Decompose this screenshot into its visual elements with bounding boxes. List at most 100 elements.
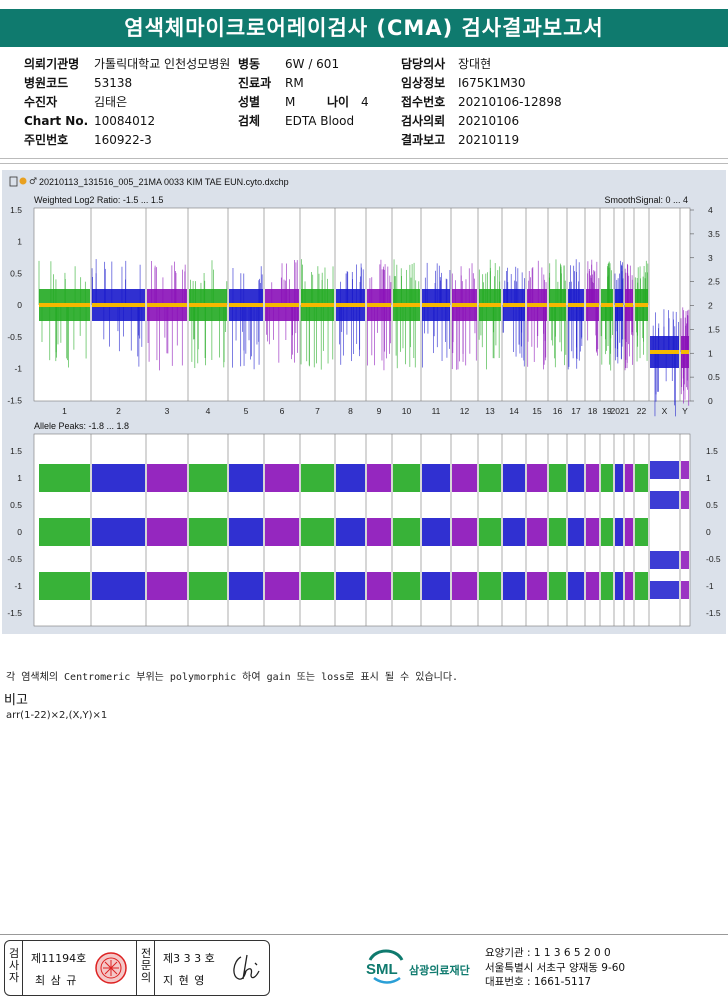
chr-label-18: 18 (588, 406, 598, 416)
allele-band-chr-1 (39, 464, 90, 492)
y-tick-right-bottom: -1.5 (706, 608, 721, 618)
allele-band-chr-Y (681, 581, 689, 599)
allele-band-chr-21 (625, 464, 633, 492)
centromere-note: 각 염색체의 Centromeric 부위는 polymorphic 하여 ga… (6, 672, 459, 683)
y-tick-left-top: -1 (14, 364, 22, 374)
allele-band-chr-10 (393, 572, 420, 600)
specialist-vertical-label: 전문의 (140, 947, 152, 984)
y-tick-right-top: 4 (708, 205, 713, 215)
chr-label-9: 9 (377, 406, 382, 416)
allele-band-chr-Y (681, 491, 689, 509)
specialist-name: 지 현 영 (163, 974, 206, 987)
allele-band-chr-6 (265, 464, 299, 492)
header-divider-2 (0, 163, 728, 164)
y-tick-right-top: 0 (708, 396, 713, 406)
plot-filename: 20210113_131516_005_21MA 0033 KIM TAE EU… (39, 177, 289, 187)
y-tick-left-bottom: -1 (14, 581, 22, 591)
allele-band-chr-20 (615, 464, 623, 492)
info-right: 담당의사 장대현 임상정보 I675K1M30 접수번호 20210106-12898… (401, 57, 562, 147)
chr-label-14: 14 (509, 406, 519, 416)
chr-label-11: 11 (432, 406, 441, 416)
info-mid: 병동 6W / 601 진료과 RM 성별 M 나이 4 검체 EDTA Blood (238, 57, 369, 128)
y-tick-left-top: -1.5 (7, 395, 22, 405)
y-tick-left-top: -0.5 (7, 332, 22, 342)
male-symbol-icon: ♂ (29, 177, 37, 187)
allele-band-chr-22 (635, 518, 648, 546)
allele-band-chr-8 (336, 518, 365, 546)
top-panel-title: Weighted Log2 Ratio: -1.5 ... 1.5 (34, 195, 163, 205)
allele-band-chr-3 (147, 572, 187, 600)
y-tick-right-top: 1 (708, 348, 713, 358)
y-tick-right-bottom: 0 (706, 527, 711, 537)
allele-band-chr-12 (452, 464, 477, 492)
chr-label-3: 3 (165, 406, 170, 416)
chr-label-10: 10 (402, 406, 412, 416)
allele-band-chr-Y (681, 461, 689, 479)
header-divider (0, 158, 728, 159)
chr-label-17: 17 (571, 406, 581, 416)
y-tick-right-bottom: -1 (706, 581, 714, 591)
chr-label-16: 16 (553, 406, 563, 416)
chr-label-Y: Y (682, 406, 688, 416)
marker-icon (19, 177, 27, 185)
plot-axes: 1.510.50-0.5-1-1.543.532.521.510.501.510… (7, 205, 721, 626)
allele-band-chr-10 (393, 464, 420, 492)
y-tick-right-top: 1.5 (708, 324, 720, 334)
allele-band-chr-17 (568, 518, 584, 546)
allele-band-chr-3 (147, 518, 187, 546)
y-tick-right-top: 3 (708, 253, 713, 263)
inspector-vertical-label: 검사자 (8, 947, 20, 984)
allele-band-chr-X (650, 461, 679, 479)
allele-band-chr-Y (681, 551, 689, 569)
y-tick-right-top: 0.5 (708, 372, 720, 382)
y-tick-right-top: 3.5 (708, 229, 720, 239)
allele-band-chr-17 (568, 572, 584, 600)
official-seal (95, 952, 127, 984)
y-tick-right-bottom: 1 (706, 473, 711, 483)
allele-band-chr-21 (625, 518, 633, 546)
allele-band-chr-22 (635, 464, 648, 492)
allele-band-chr-19 (601, 464, 613, 492)
allele-band-chr-4 (189, 464, 227, 492)
allele-band-chr-9 (367, 572, 391, 600)
org-address: 요양기관 : 1 1 3 6 5 2 0 0 서울특별시 서초구 양재동 9-6… (485, 946, 625, 990)
chr-label-1: 1 (62, 406, 67, 416)
allele-band-chr-8 (336, 572, 365, 600)
report-title: 염색체마이크로어레이검사 (CMA) 검사결과보고서 (0, 9, 728, 47)
y-tick-right-bottom: 0.5 (706, 500, 718, 510)
y-tick-left-top: 1.5 (10, 205, 22, 215)
chr-label-15: 15 (532, 406, 542, 416)
allele-band-chr-18 (586, 572, 599, 600)
allele-band-chr-7 (301, 464, 334, 492)
allele-band-chr-X (650, 581, 679, 599)
allele-band-chr-15 (527, 464, 547, 492)
allele-band-chr-4 (189, 572, 227, 600)
allele-band-chr-12 (452, 572, 477, 600)
allele-band-chr-7 (301, 572, 334, 600)
allele-band-chr-11 (422, 464, 450, 492)
signature-box: 검사자 제11194호 최 삼 규 전문의 제3 3 3 호 지 현 영 (4, 940, 270, 996)
org-name: 삼광의료재단 (409, 964, 470, 977)
allele-band-chr-10 (393, 518, 420, 546)
top-panel-data (38, 259, 690, 417)
allele-band-chr-8 (336, 464, 365, 492)
allele-band-chr-19 (601, 518, 613, 546)
y-tick-left-bottom: 1.5 (10, 446, 22, 456)
y-tick-left-bottom: 1 (17, 473, 22, 483)
bottom-panel-title: Allele Peaks: -1.8 ... 1.8 (34, 421, 129, 431)
y-tick-right-top: 2.5 (708, 277, 720, 287)
allele-band-chr-5 (229, 518, 263, 546)
allele-band-chr-2 (92, 572, 145, 600)
sml-logo: SML (364, 946, 408, 990)
allele-band-chr-21 (625, 572, 633, 600)
allele-band-chr-X (650, 551, 679, 569)
allele-band-chr-14 (503, 572, 525, 600)
allele-band-chr-1 (39, 572, 90, 600)
y-tick-left-bottom: 0.5 (10, 500, 22, 510)
allele-band-chr-9 (367, 464, 391, 492)
allele-band-chr-16 (549, 518, 566, 546)
footer-divider (0, 934, 728, 935)
remark-text: arr(1-22)×2,(X,Y)×1 (6, 710, 108, 721)
allele-band-chr-4 (189, 518, 227, 546)
allele-band-chr-1 (39, 518, 90, 546)
